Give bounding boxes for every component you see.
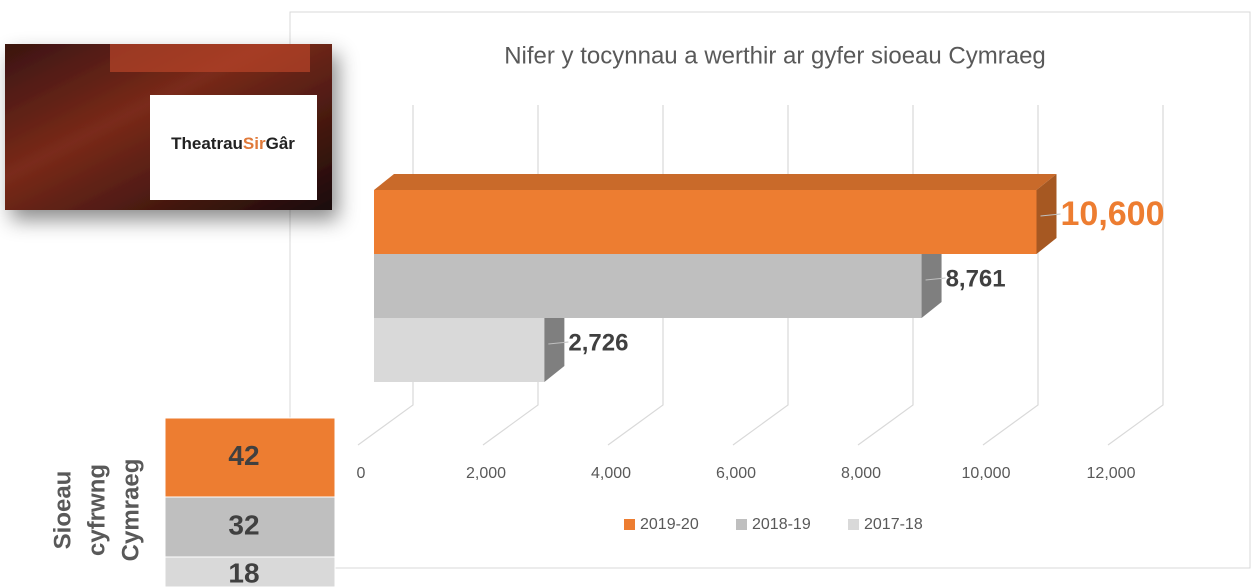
logo-box [150, 95, 317, 200]
bar-side [544, 302, 565, 382]
logo-part: Sir [243, 134, 266, 153]
logo-text: TheatrauSirGâr [171, 134, 295, 153]
legend-label: 2019-20 [640, 516, 699, 533]
x-tick-label: 8,000 [841, 465, 881, 482]
table-value: 42 [228, 440, 259, 471]
x-tick-label: 2,000 [466, 465, 506, 482]
logo: TheatrauSirGâr [5, 44, 332, 210]
x-tick-label: 4,000 [591, 465, 631, 482]
legend-label: 2017-18 [864, 516, 923, 533]
table-header: cyfrwng [83, 464, 110, 556]
label-leader [1040, 213, 1061, 217]
data-label: 8,761 [946, 265, 1006, 292]
x-tick-label: 0 [357, 465, 366, 482]
logo-part: Theatrau [171, 134, 243, 153]
bar-top [374, 174, 1057, 190]
table-cell [164, 556, 336, 587]
table-value: 18 [228, 557, 259, 587]
data-label: 2,726 [568, 329, 628, 356]
table-cell [164, 496, 336, 558]
x-tick-label: 12,000 [1087, 465, 1136, 482]
legend-swatch [736, 519, 747, 530]
bar-side [1036, 174, 1057, 254]
chart-title: Nifer y tocynnau a werthir ar gyfer sioe… [504, 42, 1046, 69]
table-value: 32 [228, 509, 259, 540]
logo-part: Gâr [266, 134, 296, 153]
bar-side [921, 238, 942, 318]
table-header: Cymraeg [117, 459, 144, 562]
data-label: 10,600 [1061, 195, 1165, 233]
label-leader [548, 341, 569, 345]
table-header: Sioeau [49, 471, 76, 550]
legend-swatch [624, 519, 635, 530]
legend-swatch [848, 519, 859, 530]
bar [374, 174, 1057, 254]
bar-front [374, 254, 922, 318]
stage-curtain [110, 44, 310, 72]
x-tick-label: 10,000 [962, 465, 1011, 482]
x-tick-label: 6,000 [716, 465, 756, 482]
grid-line [1107, 105, 1164, 446]
bar-front [374, 190, 1037, 254]
legend-label: 2018-19 [752, 516, 811, 533]
bar-front [374, 318, 545, 382]
label-leader [925, 277, 946, 281]
